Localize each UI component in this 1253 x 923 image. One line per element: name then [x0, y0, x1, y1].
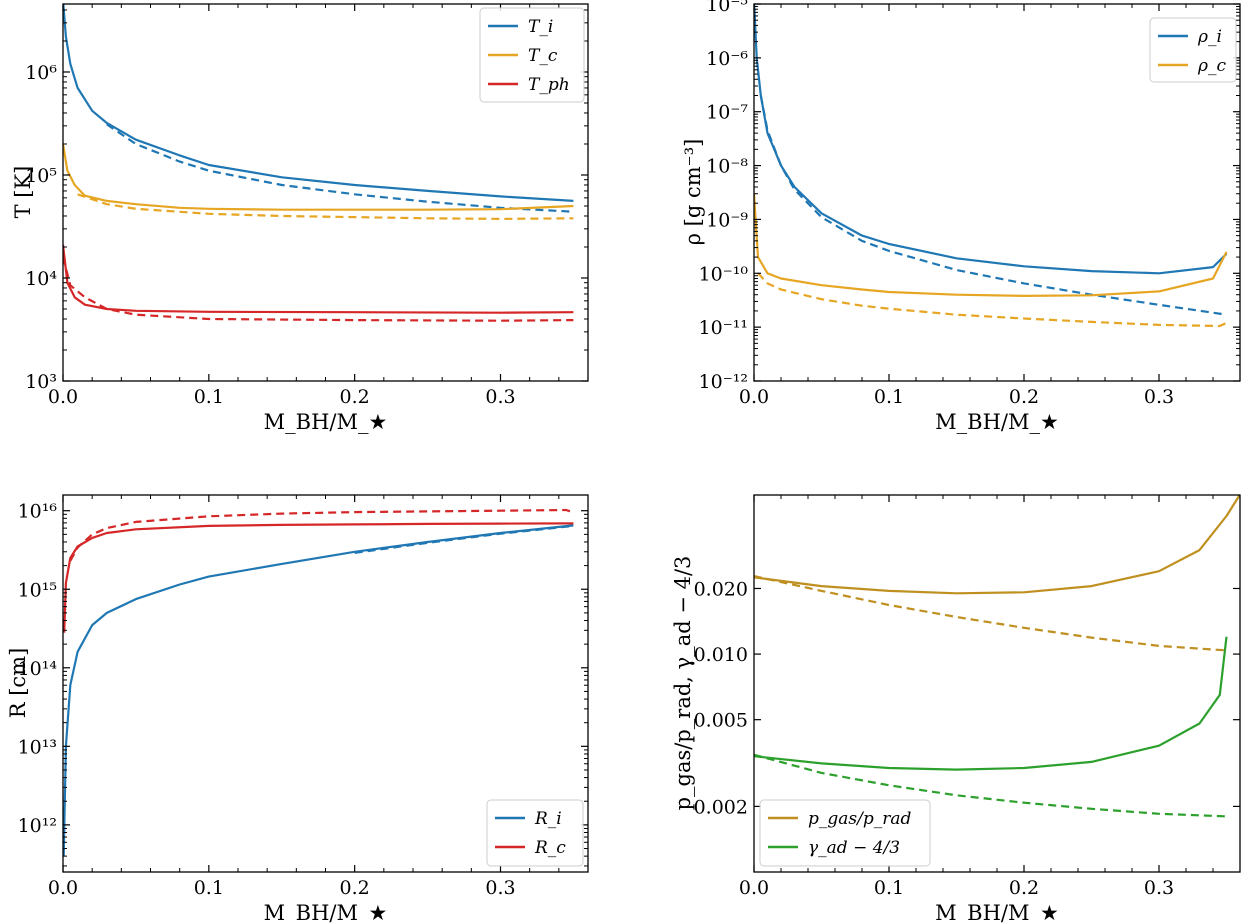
y-tick-label: 10⁶ — [25, 62, 57, 84]
y-tick-label: 10⁻⁶ — [706, 48, 748, 70]
series-group — [754, 4, 1228, 328]
series-line-3-solid — [63, 522, 574, 633]
x-tick-label: 0.1 — [874, 877, 904, 899]
series-line-5-solid — [63, 244, 574, 314]
x-tick-label: 0.1 — [874, 386, 904, 408]
y-tick-label: 10¹⁵ — [18, 579, 57, 601]
x-tick-label: 0.2 — [1009, 877, 1039, 899]
y-tick-label: 10⁻⁹ — [706, 209, 748, 231]
legend-label: ρ_i — [1197, 27, 1222, 47]
legend-label: T_ph — [528, 75, 570, 95]
y-axis-label: p_gas/p_rad, γ_ad − 4/3 — [671, 556, 695, 811]
x-axis-label: M_BH/M_★ — [264, 901, 388, 923]
panel-2: 0.0 0.1 0.2 0.3 10⁻¹² 10⁻¹¹ 10⁻¹⁰ 10⁻⁹ 10⁻⁸ 10⁻⁷ 1… — [681, 0, 1241, 434]
series-line-4-dashed — [754, 753, 1227, 818]
y-tick-label: 10¹² — [18, 815, 57, 837]
y-tick-label: 10⁻¹² — [699, 371, 748, 393]
x-tick-label: 0.0 — [739, 877, 769, 899]
series-line-6-dashed — [63, 256, 574, 322]
y-tick-label: 10¹⁴ — [18, 658, 58, 680]
x-tick-label: 0.1 — [194, 877, 224, 899]
legend: R_i R_c — [486, 799, 584, 867]
x-tick-label: 0.2 — [340, 877, 370, 899]
legend-label: γ_ad − 4/3 — [808, 838, 900, 858]
x-tick-label: 0.2 — [340, 386, 370, 408]
series-line-1-solid — [754, 495, 1240, 595]
y-tick-label: 10⁵ — [25, 165, 57, 187]
series-line-2-dashed — [354, 524, 574, 554]
y-tick-label: 10⁻⁵ — [706, 0, 748, 16]
series-line-2-dashed — [754, 575, 1227, 652]
x-tick-label: 0.3 — [1144, 386, 1174, 408]
legend-label: R_i — [534, 809, 562, 829]
y-tick-label: 10⁻¹⁰ — [699, 263, 749, 285]
legend: T_i T_c T_ph — [479, 7, 585, 103]
y-tick-label: 10⁴ — [25, 268, 57, 290]
x-tick-label: 0.2 — [1009, 386, 1039, 408]
legend: p_gas/p_rad γ_ad − 4/3 — [759, 799, 931, 867]
series-line-3-solid — [754, 636, 1228, 771]
legend-box — [486, 799, 584, 867]
series-group — [63, 508, 574, 857]
x-tick-label: 0.0 — [48, 877, 78, 899]
x-tick-label: 0.3 — [485, 386, 515, 408]
series-line-4-dashed — [69, 508, 574, 562]
panel-3: 0.0 0.1 0.2 0.3 10¹² 10¹³ 10¹⁴ 10¹⁵ 10¹⁶ M_BH/M_★… — [6, 494, 589, 923]
series-line-1-solid — [63, 4, 574, 202]
y-tick-label: 10⁻⁷ — [706, 102, 748, 124]
panel-1: 0.0 0.1 0.2 0.3 10³ 10⁴ 10⁵ 10⁶ M_BH/M_★ T [K] T_i… — [11, 3, 589, 434]
series-line-2-dashed — [759, 95, 1227, 316]
y-tick-label: 0.020 — [694, 578, 748, 600]
series-group — [754, 495, 1240, 818]
x-axis-label: M_BH/M_★ — [264, 410, 388, 434]
y-tick-label: 0.005 — [694, 710, 748, 732]
legend-label: R_c — [534, 838, 566, 858]
y-tick-label: 10⁻¹¹ — [699, 317, 748, 339]
x-axis-label: M_BH/M_★ — [935, 901, 1059, 923]
y-axis-label: R [cm] — [6, 648, 30, 719]
legend-box — [479, 7, 585, 103]
series-line-1-solid — [63, 524, 574, 857]
y-tick-label: 0.010 — [694, 644, 748, 666]
y-tick-label: 10³ — [25, 371, 57, 393]
legend-label: p_gas/p_rad — [808, 809, 911, 829]
y-tick-label: 10⁻⁸ — [706, 156, 748, 178]
series-line-3-solid — [63, 143, 574, 211]
panel-4: 0.0 0.1 0.2 0.3 0.002 0.005 0.010 0.020 M_BH/M_★… — [671, 494, 1241, 923]
legend-label: ρ_c — [1197, 56, 1226, 76]
legend-box — [759, 799, 931, 867]
series-line-1-solid — [754, 4, 1228, 275]
y-axis-label: T [K] — [11, 166, 35, 219]
legend-label: T_i — [528, 17, 553, 37]
x-tick-label: 0.3 — [1144, 877, 1174, 899]
series-line-3-solid — [754, 193, 1228, 297]
x-axis-label: M_BH/M_★ — [935, 410, 1059, 434]
series-line-2-dashed — [106, 123, 574, 213]
x-tick-label: 0.3 — [485, 877, 515, 899]
y-tick-label: 0.002 — [694, 796, 748, 818]
y-axis-label: ρ [g cm⁻³] — [681, 139, 705, 246]
series-line-4-dashed — [77, 193, 574, 220]
x-tick-label: 0.0 — [48, 386, 78, 408]
y-tick-label: 10¹³ — [18, 736, 57, 758]
legend-label: T_c — [528, 46, 558, 66]
legend: ρ_i ρ_c — [1149, 17, 1237, 83]
series-group — [63, 4, 574, 322]
series-line-4-dashed — [757, 272, 1227, 328]
y-tick-label: 10¹⁶ — [18, 501, 58, 523]
x-tick-label: 0.0 — [739, 386, 769, 408]
x-tick-label: 0.1 — [194, 386, 224, 408]
